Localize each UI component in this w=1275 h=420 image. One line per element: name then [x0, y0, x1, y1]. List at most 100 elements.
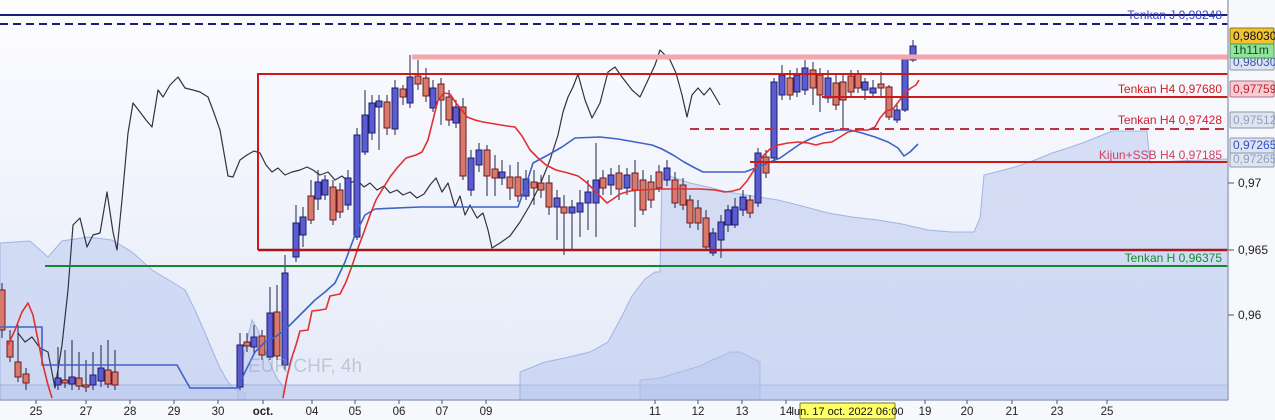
candle-bearish[interactable] — [545, 182, 553, 208]
candle-bullish[interactable] — [770, 81, 778, 159]
candle-bullish[interactable] — [250, 336, 258, 348]
candle-bearish[interactable] — [854, 73, 862, 89]
candle-bullish[interactable] — [353, 134, 361, 238]
candle-bearish[interactable] — [22, 373, 30, 384]
candle-bearish[interactable] — [746, 199, 754, 214]
candle-bullish[interactable] — [901, 57, 909, 111]
candle-bullish[interactable] — [553, 197, 561, 208]
candle-bullish[interactable] — [299, 216, 307, 236]
candle-bullish[interactable] — [344, 177, 352, 206]
candle-bullish[interactable] — [292, 222, 300, 258]
candle-bearish[interactable] — [399, 88, 407, 98]
candle-bearish[interactable] — [832, 82, 840, 106]
candle-bearish[interactable] — [111, 371, 119, 386]
candlestick-series[interactable] — [0, 40, 917, 392]
candle-bearish[interactable] — [329, 186, 337, 221]
candle-bullish[interactable] — [368, 102, 376, 134]
candle-bullish[interactable] — [584, 191, 592, 204]
candle-bearish[interactable] — [514, 176, 522, 197]
candle-bullish[interactable] — [522, 178, 530, 197]
candle-bearish[interactable] — [104, 369, 112, 385]
candle-bearish[interactable] — [809, 69, 817, 89]
candle-bearish[interactable] — [437, 83, 445, 101]
candle-bearish[interactable] — [647, 181, 655, 201]
candle-bullish[interactable] — [375, 100, 383, 108]
candle-bearish[interactable] — [414, 75, 422, 85]
candle-bearish[interactable] — [243, 341, 251, 347]
candle-bullish[interactable] — [739, 196, 747, 211]
candle-bearish[interactable] — [839, 81, 847, 101]
candle-bearish[interactable] — [694, 207, 702, 224]
candle-bullish[interactable] — [54, 377, 62, 386]
candle-bullish[interactable] — [607, 174, 615, 186]
candle-bullish[interactable] — [793, 74, 801, 93]
candle-bearish[interactable] — [537, 182, 545, 191]
candle-bearish[interactable] — [877, 83, 885, 89]
candle-bearish[interactable] — [459, 106, 467, 177]
candle-bullish[interactable] — [717, 221, 725, 241]
candle-bearish[interactable] — [82, 384, 90, 388]
candle-bullish[interactable] — [909, 45, 917, 61]
candle-bearish[interactable] — [336, 189, 344, 213]
candle-bearish[interactable] — [61, 379, 69, 384]
candle-bullish[interactable] — [429, 87, 437, 109]
candle-bearish[interactable] — [679, 184, 687, 206]
candle-bearish[interactable] — [615, 172, 623, 190]
candle-bearish[interactable] — [0, 289, 6, 331]
price-axis[interactable]: 0,97 0,965 0,96 — [1228, 176, 1268, 322]
candle-bearish[interactable] — [491, 168, 499, 179]
time-axis[interactable]: 25 27 28 29 30 oct. 04 05 06 07 09 11 12 13 14 19 20 21 23… — [30, 400, 1114, 418]
candle-bearish[interactable] — [14, 361, 22, 378]
candle-bearish[interactable] — [560, 206, 568, 214]
candle-bullish[interactable] — [623, 174, 631, 189]
candle-bearish[interactable] — [631, 172, 639, 191]
candle-bullish[interactable] — [391, 87, 399, 130]
candle-bearish[interactable] — [599, 177, 607, 189]
candle-bullish[interactable] — [475, 149, 483, 166]
candle-bullish[interactable] — [97, 367, 105, 382]
candle-bullish[interactable] — [467, 157, 475, 191]
candle-bullish[interactable] — [498, 171, 506, 179]
candle-bearish[interactable] — [786, 77, 794, 96]
candle-bearish[interactable] — [671, 179, 679, 204]
candle-bearish[interactable] — [75, 377, 83, 387]
candle-bearish[interactable] — [639, 179, 647, 211]
candle-bullish[interactable] — [281, 272, 289, 366]
candle-bullish[interactable] — [68, 376, 76, 385]
candle-bearish[interactable] — [816, 74, 824, 96]
candle-bullish[interactable] — [236, 344, 244, 388]
candle-bullish[interactable] — [754, 152, 762, 204]
horizontal-levels[interactable] — [0, 14, 1228, 267]
candle-bullish[interactable] — [709, 232, 717, 254]
candle-bullish[interactable] — [321, 179, 329, 196]
candle-bullish[interactable] — [568, 206, 576, 214]
candle-bearish[interactable] — [445, 96, 453, 121]
candle-bullish[interactable] — [663, 167, 671, 181]
candle-bearish[interactable] — [307, 195, 315, 221]
candle-bearish[interactable] — [530, 181, 538, 189]
candle-bearish[interactable] — [702, 217, 710, 248]
candle-bullish[interactable] — [861, 81, 869, 91]
candle-bearish[interactable] — [847, 75, 855, 93]
candle-bullish[interactable] — [576, 202, 584, 213]
candle-bullish[interactable] — [314, 181, 322, 200]
candle-bullish[interactable] — [869, 87, 877, 94]
candle-bullish[interactable] — [361, 114, 369, 153]
candle-bearish[interactable] — [655, 171, 663, 189]
candle-bearish[interactable] — [506, 176, 514, 189]
candle-bullish[interactable] — [801, 67, 809, 91]
candle-bullish[interactable] — [266, 312, 274, 358]
candle-bullish[interactable] — [893, 109, 901, 121]
candle-bearish[interactable] — [383, 101, 391, 129]
candle-bullish[interactable] — [778, 74, 786, 96]
candle-bullish[interactable] — [731, 206, 739, 226]
candle-bullish[interactable] — [89, 374, 97, 386]
candle-bearish[interactable] — [483, 149, 491, 177]
candle-bearish[interactable] — [686, 199, 694, 224]
candle-bearish[interactable] — [885, 86, 893, 118]
candle-bearish[interactable] — [422, 77, 430, 97]
candle-bullish[interactable] — [452, 106, 460, 124]
candle-bullish[interactable] — [406, 76, 414, 104]
candle-bullish[interactable] — [724, 209, 732, 226]
